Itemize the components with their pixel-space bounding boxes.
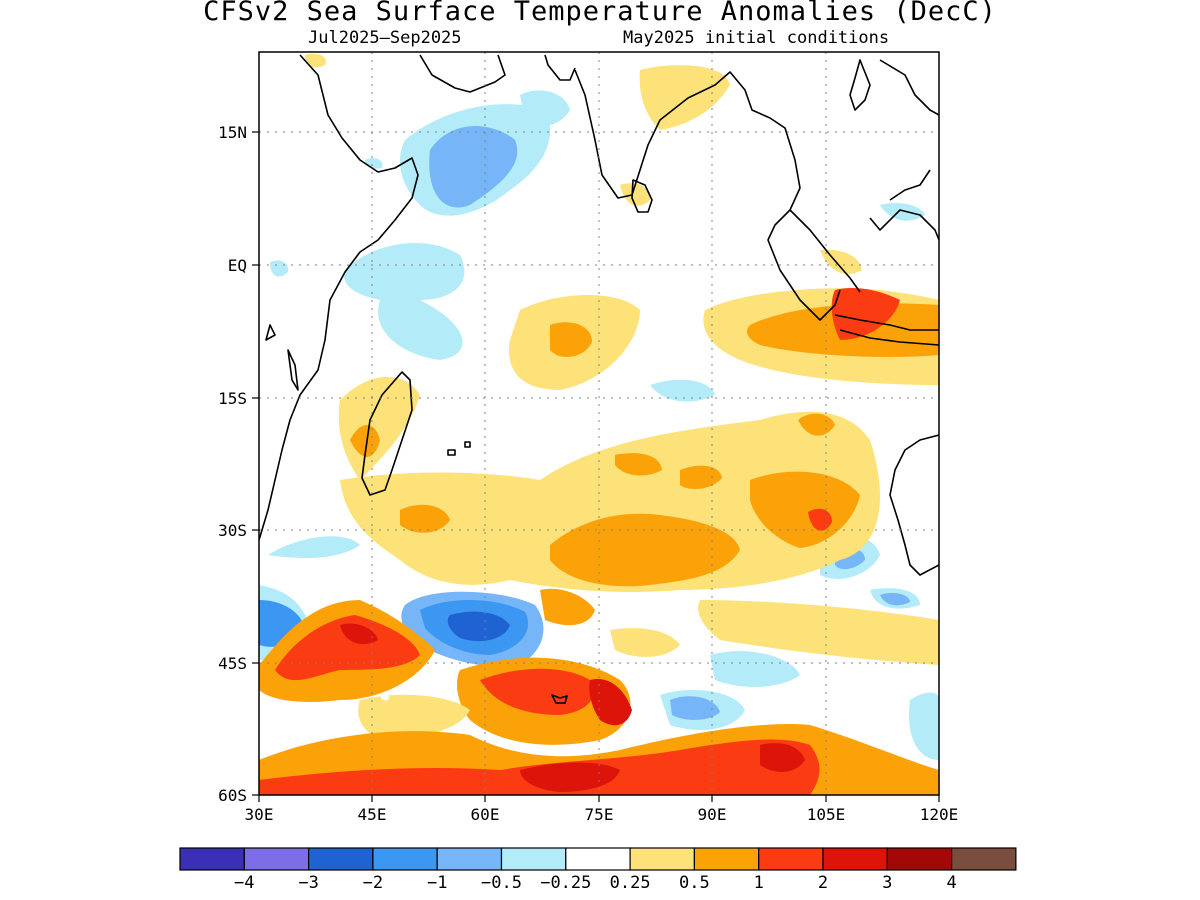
lon-label-30e: 30E <box>245 805 274 824</box>
colorbar-swatch <box>179 847 245 871</box>
colorbar-label: 4 <box>946 873 956 893</box>
colorbar-swatch <box>565 847 631 871</box>
colorbar-swatch <box>693 847 760 871</box>
graticule <box>259 52 939 795</box>
lat-label-60s: 60S <box>218 786 247 805</box>
colorbar-label: 2 <box>818 873 828 893</box>
colorbar-swatch <box>758 847 824 871</box>
colorbar-swatch <box>436 847 503 871</box>
colorbar-swatch <box>950 847 1017 871</box>
arabian-sea-cool-core <box>429 126 518 208</box>
lat-label-15s: 15S <box>218 389 247 408</box>
subtropical-warm-band <box>340 411 880 592</box>
colorbar-swatch <box>629 847 695 871</box>
forecast-period: Jul2025–Sep2025 <box>308 28 462 48</box>
lon-label-45e: 45E <box>358 805 387 824</box>
lon-label-120e: 120E <box>920 805 959 824</box>
southwest-warm-core <box>275 615 420 681</box>
coast-east-africa-arabia <box>259 54 419 541</box>
axis-ticks <box>252 131 940 802</box>
lat-label-30s: 30S <box>218 521 247 540</box>
anomaly-field <box>259 52 939 795</box>
colorbar-label: 0.25 <box>610 873 651 893</box>
lon-label-105e: 105E <box>807 805 846 824</box>
colorbar <box>179 847 1017 871</box>
colorbar-label: −3 <box>298 873 318 893</box>
colorbar-swatch <box>822 847 888 871</box>
colorbar-labels: −4 −3 −2 −1 −0.5 −0.25 0.25 0.5 1 2 3 4 <box>234 873 957 893</box>
lat-label-15n: 15N <box>218 123 247 142</box>
colorbar-label: 1 <box>754 873 764 893</box>
coast-madagascar <box>361 371 413 496</box>
colorbar-label: −1 <box>427 873 447 893</box>
colorbar-label: −0.5 <box>481 873 522 893</box>
colorbar-swatch <box>243 847 310 871</box>
coast-borneo-java <box>869 209 939 241</box>
coast-sri-lanka <box>631 179 653 213</box>
coast-persian-gulf <box>419 54 506 93</box>
colorbar-label: 3 <box>882 873 892 893</box>
lon-label-75e: 75E <box>585 805 614 824</box>
coast-australia <box>889 434 939 576</box>
colorbar-label: −0.25 <box>540 873 591 893</box>
colorbar-label: −2 <box>363 873 383 893</box>
coast-sumatra <box>789 209 861 293</box>
java-warm-core <box>831 288 900 340</box>
coast-india <box>574 69 841 321</box>
initial-conditions: May2025 initial conditions <box>623 28 890 48</box>
cool-anomalies <box>259 90 939 760</box>
lon-label-90e: 90E <box>698 805 727 824</box>
colorbar-swatch <box>886 847 953 871</box>
coastlines <box>259 54 939 704</box>
colorbar-label: −4 <box>234 873 254 893</box>
lat-label-45s: 45S <box>218 654 247 673</box>
equatorial-west-cool-patch <box>344 243 465 360</box>
lat-label-eq: EQ <box>228 256 247 275</box>
map-title: CFSv2 Sea Surface Temperature Anomalies … <box>203 0 997 27</box>
colorbar-swatch <box>308 847 374 871</box>
warm-anomalies <box>259 53 939 795</box>
colorbar-swatch <box>372 847 438 871</box>
lon-label-60e: 60E <box>471 805 500 824</box>
colorbar-swatch <box>500 847 567 871</box>
southern-ocean-cool-core <box>447 611 510 642</box>
colorbar-label: 0.5 <box>679 873 710 893</box>
